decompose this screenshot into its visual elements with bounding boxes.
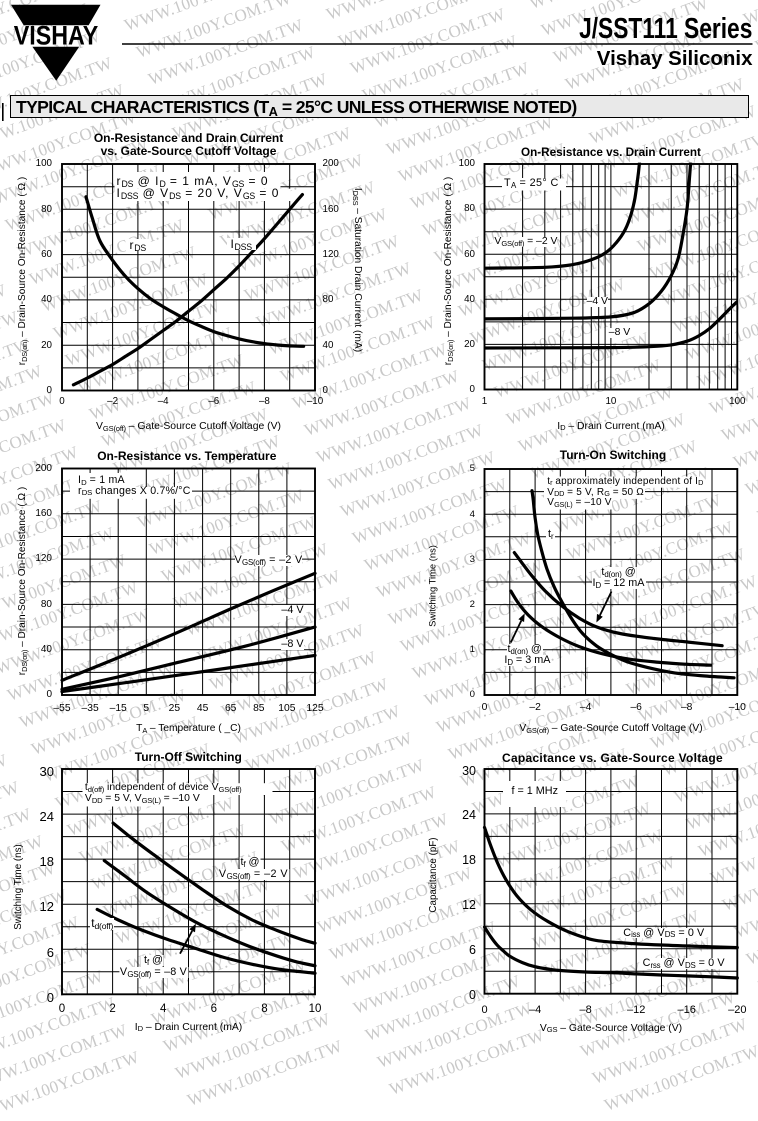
svg-text:VISHAY: VISHAY	[14, 21, 99, 51]
